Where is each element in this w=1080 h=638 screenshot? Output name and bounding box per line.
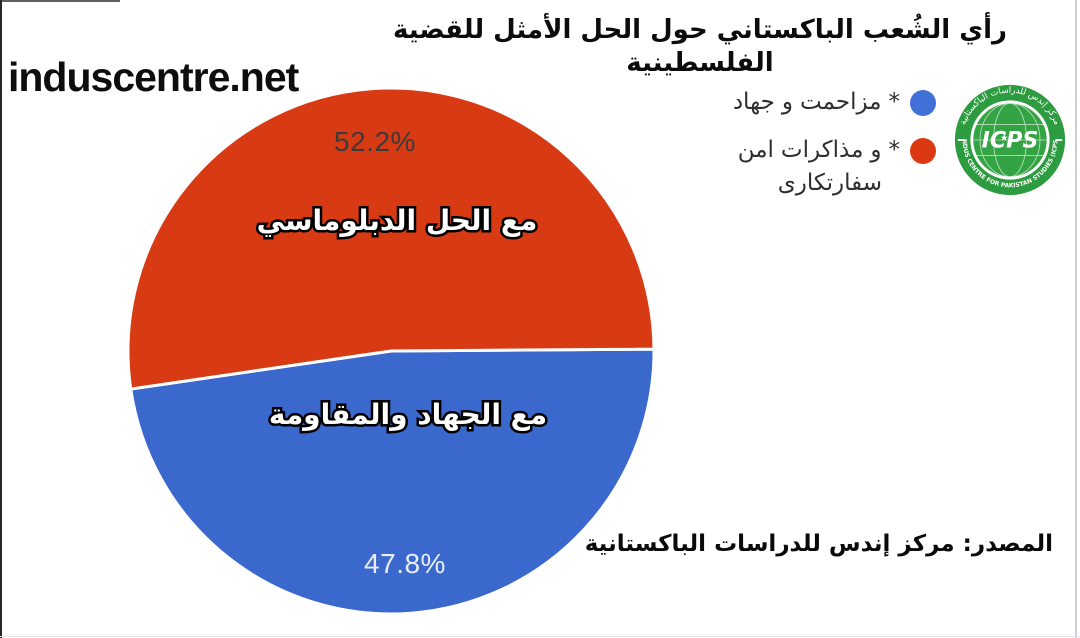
legend-item: امن مذاكرات و * سفارتكارى [640,134,936,200]
legend-label-line: امن مذاكرات و * [738,134,900,167]
site-watermark: induscentre.net [8,54,299,100]
logo-right-dash [1055,139,1063,141]
chart-legend: جهاد و مزاحمت * امن مذاكرات و * سفارتكارى [640,86,936,215]
source-note: المصدر: مركز إندس للدراسات الباكستانية [584,531,1053,557]
pie-pct-label-blue: 47.8% [364,548,446,579]
legend-label-line: جهاد و مزاحمت * [733,86,900,119]
legend-word: * [888,137,901,163]
logo-globe-lines [973,102,1047,178]
slice-caption-diplomatic: مع الحل الدبلوماسي [257,204,538,237]
legend-item: جهاد و مزاحمت * [640,86,936,119]
logo-star-icon [1000,134,1008,141]
pie-slice-1 [126,86,656,391]
legend-word: * [888,89,901,115]
pie-slice-0 [129,347,656,616]
pie-pct-label-red: 52.2% [334,126,416,157]
slice-caption-jihad: مع الجهاد والمقاومة [269,398,547,431]
legend-word: امن [737,137,774,163]
legend-word: مذاكرات [780,137,864,163]
bottom-edge-line [0,636,1080,637]
legend-item-label: امن مذاكرات و * سفارتكارى [738,134,900,200]
left-edge-line [0,0,2,638]
pie-slices-group [126,86,656,616]
legend-marker-dot-blue [910,90,936,116]
top-left-edge-line [0,0,120,2]
icps-logo: ICPS مركز إندس للدراسات الباكستانية INDU… [954,84,1066,196]
legend-word: جهاد [732,89,775,115]
legend-marker-dot-red [910,138,936,164]
legend-item-label: جهاد و مزاحمت * [733,86,900,119]
legend-word: مزاحمت [800,89,882,115]
logo-left-dash [957,139,965,141]
chart-title: رأي الشُعب الباكستاني حول الحل الأمثل لل… [393,15,1007,78]
logo-center-text: ICPS [982,128,1039,154]
legend-word: و [870,137,882,163]
legend-word: و [781,89,793,115]
legend-label-line: سفارتكارى [778,167,882,200]
legend-word: سفارتكارى [777,170,882,196]
right-edge-line [1075,0,1077,638]
